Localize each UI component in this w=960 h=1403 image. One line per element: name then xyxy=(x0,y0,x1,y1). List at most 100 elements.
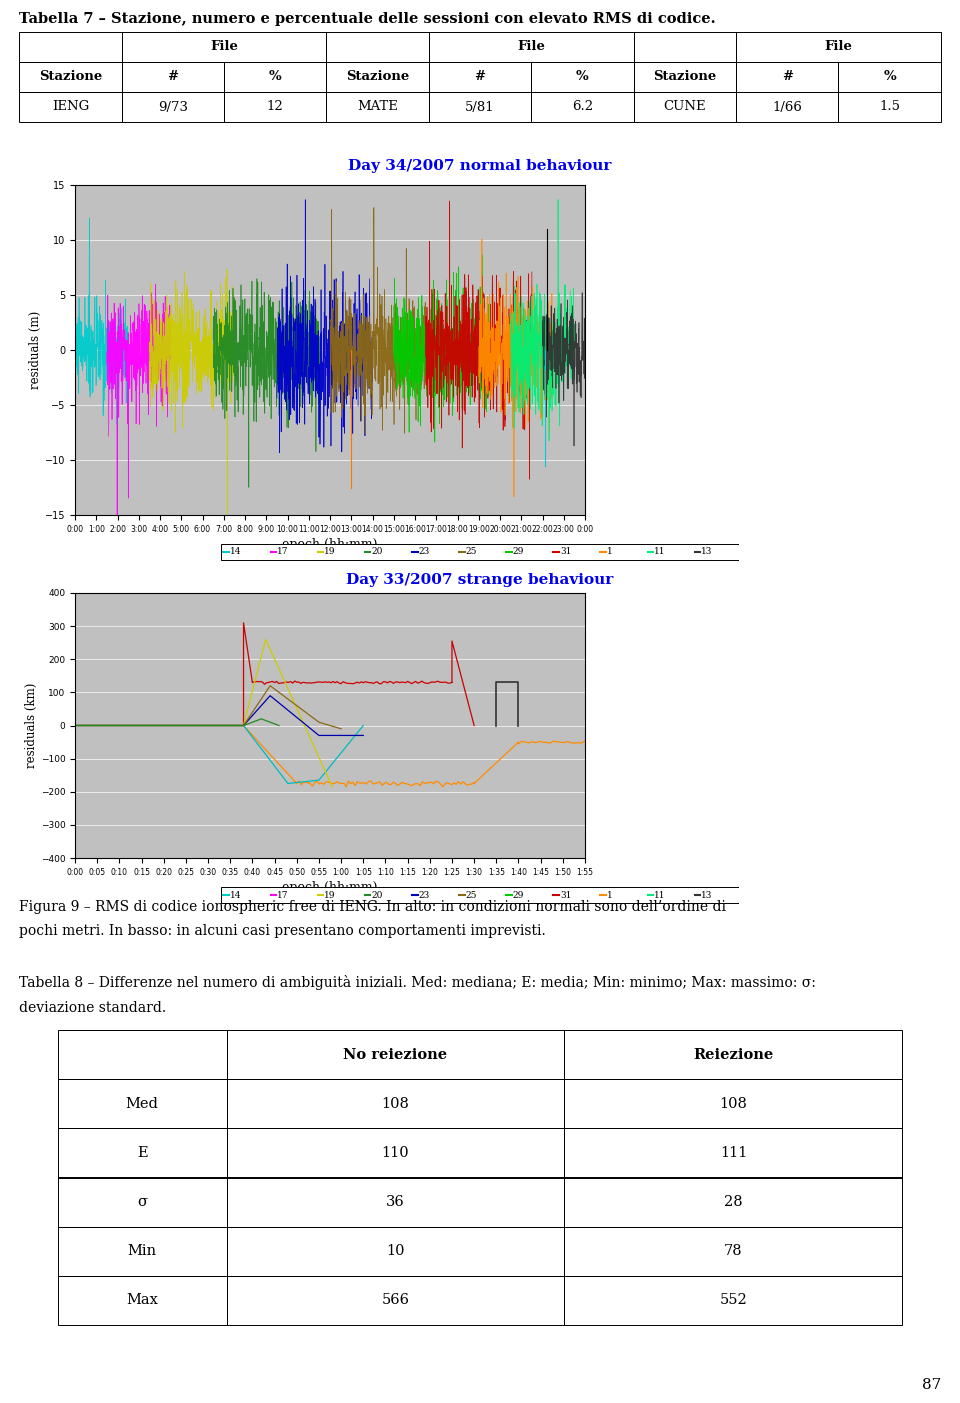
Text: E: E xyxy=(136,1146,148,1160)
Text: 10: 10 xyxy=(386,1244,405,1258)
Text: CUNE: CUNE xyxy=(663,101,707,114)
Text: Stazione: Stazione xyxy=(653,70,716,84)
Text: Max: Max xyxy=(126,1294,158,1308)
X-axis label: epoch (hh:mm): epoch (hh:mm) xyxy=(282,537,377,551)
Y-axis label: residuals (km): residuals (km) xyxy=(25,683,37,769)
Text: #: # xyxy=(474,70,486,84)
Text: 1: 1 xyxy=(607,547,612,557)
Text: 25: 25 xyxy=(466,547,477,557)
Bar xyxy=(564,1226,902,1275)
Text: 5/81: 5/81 xyxy=(466,101,494,114)
Bar xyxy=(429,93,531,122)
Text: File: File xyxy=(825,41,852,53)
Bar xyxy=(122,32,326,62)
Bar xyxy=(736,93,838,122)
Bar xyxy=(429,32,634,62)
Bar xyxy=(838,93,941,122)
Bar xyxy=(122,62,224,93)
Text: Med: Med xyxy=(126,1097,158,1111)
Text: File: File xyxy=(517,41,545,53)
Text: %: % xyxy=(269,70,281,84)
Text: σ: σ xyxy=(137,1195,147,1209)
Text: %: % xyxy=(883,70,896,84)
Bar xyxy=(736,62,838,93)
Text: Tabella 7 – Stazione, numero e percentuale delle sessioni con elevato RMS di cod: Tabella 7 – Stazione, numero e percentua… xyxy=(19,13,716,27)
Text: 566: 566 xyxy=(381,1294,410,1308)
Bar xyxy=(634,32,736,62)
Text: 20: 20 xyxy=(372,891,383,899)
Bar xyxy=(736,32,838,62)
Bar xyxy=(19,32,122,62)
Bar xyxy=(58,1177,227,1226)
Text: %: % xyxy=(576,70,588,84)
Text: 108: 108 xyxy=(381,1097,410,1111)
Bar xyxy=(58,1226,227,1275)
Text: 36: 36 xyxy=(386,1195,405,1209)
Bar xyxy=(19,62,122,93)
Bar xyxy=(227,1079,564,1128)
Text: IENG: IENG xyxy=(52,101,89,114)
Text: 108: 108 xyxy=(719,1097,748,1111)
Bar xyxy=(58,1275,227,1324)
Bar xyxy=(122,32,224,62)
Bar xyxy=(58,1079,227,1128)
Text: 13: 13 xyxy=(701,891,712,899)
Text: 20: 20 xyxy=(372,547,383,557)
Bar xyxy=(634,62,736,93)
Bar xyxy=(736,32,941,62)
Bar xyxy=(429,32,531,62)
Text: 29: 29 xyxy=(513,891,524,899)
Text: 1.5: 1.5 xyxy=(879,101,900,114)
Bar xyxy=(531,62,634,93)
Text: Reiezione: Reiezione xyxy=(693,1048,774,1062)
Text: Min: Min xyxy=(128,1244,156,1258)
Text: MATE: MATE xyxy=(357,101,398,114)
Bar xyxy=(531,93,634,122)
Bar xyxy=(564,1177,902,1226)
Text: 1/66: 1/66 xyxy=(772,101,803,114)
Text: 11: 11 xyxy=(654,891,665,899)
Text: 14: 14 xyxy=(230,547,242,557)
Text: 11: 11 xyxy=(654,547,665,557)
Text: 23: 23 xyxy=(419,547,430,557)
Bar xyxy=(227,1275,564,1324)
Bar xyxy=(564,1030,902,1079)
Bar xyxy=(224,93,326,122)
Bar xyxy=(326,93,429,122)
Text: 13: 13 xyxy=(701,547,712,557)
Text: Figura 9 – RMS di codice ionospheric free di IENG. In alto: in condizioni normal: Figura 9 – RMS di codice ionospheric fre… xyxy=(19,899,726,913)
Text: 31: 31 xyxy=(560,891,571,899)
Text: No reiezione: No reiezione xyxy=(344,1048,447,1062)
Text: 23: 23 xyxy=(419,891,430,899)
Text: Day 34/2007 normal behaviour: Day 34/2007 normal behaviour xyxy=(348,159,612,173)
Bar xyxy=(564,1128,902,1177)
Text: 12: 12 xyxy=(267,101,283,114)
Text: Day 33/2007 strange behaviour: Day 33/2007 strange behaviour xyxy=(347,572,613,586)
Text: 110: 110 xyxy=(382,1146,409,1160)
Bar xyxy=(634,93,736,122)
Text: 19: 19 xyxy=(324,547,336,557)
Bar xyxy=(838,32,941,62)
Bar xyxy=(224,62,326,93)
Text: Stazione: Stazione xyxy=(38,70,102,84)
Text: 29: 29 xyxy=(513,547,524,557)
Text: 1: 1 xyxy=(607,891,612,899)
Bar xyxy=(227,1177,564,1226)
Text: 6.2: 6.2 xyxy=(572,101,593,114)
Text: Stazione: Stazione xyxy=(346,70,409,84)
Text: deviazione standard.: deviazione standard. xyxy=(19,1000,166,1014)
Bar xyxy=(19,93,122,122)
Text: 19: 19 xyxy=(324,891,336,899)
Y-axis label: residuals (m): residuals (m) xyxy=(29,311,42,389)
Bar xyxy=(224,32,326,62)
Bar xyxy=(564,1079,902,1128)
Bar xyxy=(227,1128,564,1177)
Text: 552: 552 xyxy=(720,1294,747,1308)
X-axis label: epoch (hh:mm): epoch (hh:mm) xyxy=(282,881,377,894)
Bar xyxy=(122,93,224,122)
Text: pochi metri. In basso: in alcuni casi presentano comportamenti imprevisti.: pochi metri. In basso: in alcuni casi pr… xyxy=(19,925,546,939)
Text: Tabella 8 – Differenze nel numero di ambiguità iniziali. Med: mediana; E: media;: Tabella 8 – Differenze nel numero di amb… xyxy=(19,975,816,991)
Text: 25: 25 xyxy=(466,891,477,899)
Bar xyxy=(326,32,429,62)
Bar xyxy=(58,1128,227,1177)
